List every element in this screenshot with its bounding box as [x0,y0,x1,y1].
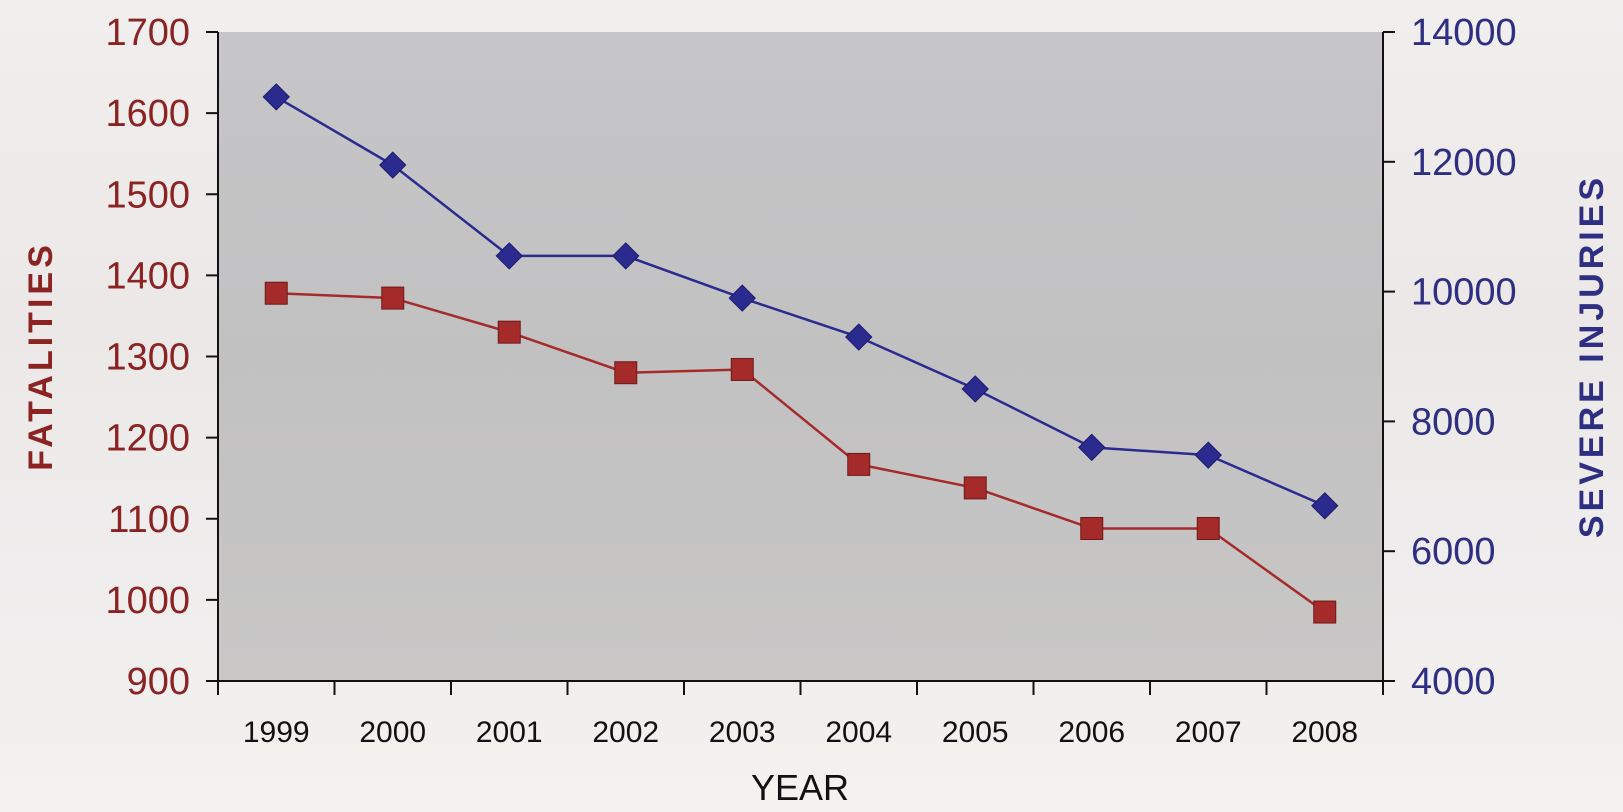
x-tick-label: 2007 [1175,716,1242,749]
data-point-square [730,357,754,381]
x-tick-label: 2001 [476,716,543,749]
x-tick-label: 2006 [1058,716,1125,749]
data-point-square [264,281,288,305]
right-tick-label: 4000 [1411,661,1496,703]
x-tick-label: 1999 [243,716,310,749]
data-point-diamond [1078,433,1106,462]
left-tick-label: 1300 [105,337,190,379]
y-axis-label-right: SEVERE INJURIES [1573,174,1611,538]
data-point-square [1313,600,1337,624]
right-tick-label: 14000 [1411,12,1517,54]
data-point-diamond [612,242,640,270]
right-tick-label: 8000 [1411,401,1496,443]
left-tick-label: 1700 [105,12,190,54]
left-tick-label: 1400 [105,255,190,297]
x-tick-label: 2003 [709,716,776,749]
plot-area [218,32,1383,681]
x-tick-label: 2004 [825,716,892,749]
series-severe-injuries [262,83,1339,520]
data-point-square [614,361,638,385]
x-axis-label: YEAR [751,767,849,808]
right-tick-label: 6000 [1411,531,1496,573]
left-tick-label: 900 [127,661,190,703]
left-tick-label: 1600 [105,93,190,135]
data-point-diamond [1194,441,1222,469]
data-point-square [963,476,987,500]
data-point-diamond [845,323,873,351]
data-point-square [1080,516,1104,540]
x-axis-ticks: 1999 2000 2001 2002 2003 2004 2005 2006 2007 2008 [217,681,1384,749]
series-fatalities [264,281,1337,624]
left-tick-label: 1200 [105,418,190,460]
data-point-diamond [262,83,290,111]
data-point-diamond [379,151,407,179]
data-point-square [381,286,405,310]
series-layer [262,83,1339,624]
series-line [276,291,1326,614]
right-tick-label: 10000 [1411,272,1517,314]
x-tick-label: 2002 [592,716,659,749]
left-axis-ticks: 900 1000 1100 1200 1300 1400 1500 1600 1700 [105,12,218,703]
x-tick-label: 2008 [1291,716,1358,749]
series-line [275,95,1326,507]
x-tick-label: 2000 [359,716,426,749]
data-point-diamond [728,284,756,312]
data-point-square [1196,516,1220,540]
right-axis-ticks: 4000 6000 8000 10000 12000 14000 [1383,12,1517,703]
data-point-diamond [961,375,989,403]
left-tick-label: 1000 [105,580,190,622]
data-point-diamond [495,242,523,270]
left-tick-label: 1100 [108,499,190,541]
data-point-square [847,452,871,476]
x-tick-label: 2005 [942,716,1009,749]
left-tick-label: 1500 [105,174,190,216]
data-point-diamond [1311,492,1339,520]
data-point-square [497,320,521,344]
y-axis-label-left: FATALITIES [22,241,60,471]
right-tick-label: 12000 [1411,142,1517,184]
